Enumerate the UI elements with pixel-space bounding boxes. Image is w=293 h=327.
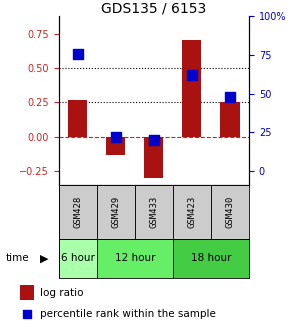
Text: GSM433: GSM433 [149, 196, 158, 228]
Text: percentile rank within the sample: percentile rank within the sample [40, 309, 216, 319]
Point [190, 73, 194, 78]
Text: 18 hour: 18 hour [191, 253, 231, 263]
Bar [182, 41, 201, 137]
Point [151, 138, 156, 143]
Bar [59, 239, 97, 278]
Point [75, 51, 80, 56]
Bar [97, 239, 173, 278]
Text: time: time [6, 253, 30, 263]
Text: 12 hour: 12 hour [115, 253, 155, 263]
Bar [106, 137, 125, 155]
Bar [135, 185, 173, 239]
Title: GDS135 / 6153: GDS135 / 6153 [101, 1, 207, 15]
Text: log ratio: log ratio [40, 288, 83, 298]
Point [25, 312, 29, 317]
Bar [97, 185, 135, 239]
Text: 6 hour: 6 hour [61, 253, 95, 263]
Text: GSM429: GSM429 [111, 196, 120, 228]
Text: GSM428: GSM428 [73, 196, 82, 228]
Point [228, 94, 232, 99]
Point [113, 134, 118, 140]
Bar [68, 99, 87, 137]
Bar [220, 102, 239, 137]
Bar [59, 185, 97, 239]
Bar [20, 285, 35, 300]
Bar [173, 185, 211, 239]
Text: GSM423: GSM423 [188, 196, 196, 228]
Text: GSM430: GSM430 [226, 196, 234, 228]
Bar [173, 239, 249, 278]
Bar [144, 137, 163, 178]
Text: ▶: ▶ [40, 253, 48, 263]
Bar [211, 185, 249, 239]
